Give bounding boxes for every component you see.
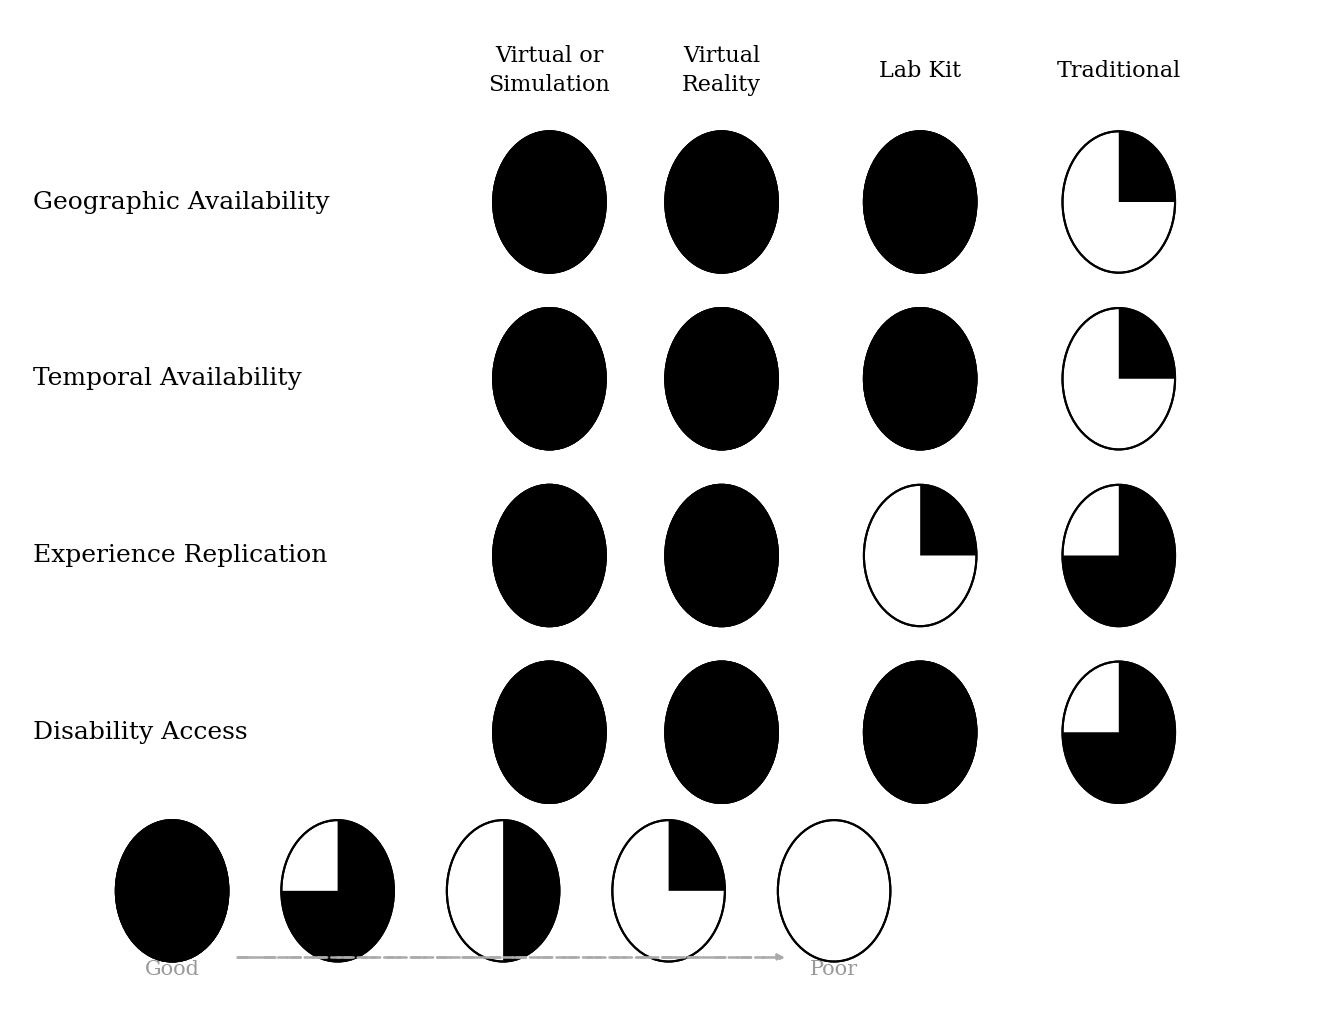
Ellipse shape (779, 820, 890, 962)
Ellipse shape (493, 485, 605, 626)
Ellipse shape (493, 131, 605, 273)
Polygon shape (1119, 131, 1176, 202)
Ellipse shape (665, 131, 779, 273)
Ellipse shape (1062, 131, 1176, 273)
Ellipse shape (282, 820, 395, 962)
Ellipse shape (863, 131, 976, 273)
Ellipse shape (493, 308, 605, 449)
Text: Poor: Poor (810, 961, 858, 979)
Ellipse shape (1062, 662, 1176, 803)
Text: Experience Replication: Experience Replication (33, 544, 327, 567)
Ellipse shape (493, 662, 605, 803)
Ellipse shape (493, 662, 605, 803)
Text: Geographic Availability: Geographic Availability (33, 191, 330, 213)
Text: Virtual
Reality: Virtual Reality (682, 45, 761, 96)
Text: Good: Good (144, 961, 200, 979)
Ellipse shape (117, 820, 229, 962)
Ellipse shape (493, 308, 605, 449)
Ellipse shape (1062, 308, 1176, 449)
Ellipse shape (665, 485, 779, 626)
Ellipse shape (863, 308, 976, 449)
Ellipse shape (863, 308, 976, 449)
Text: Disability Access: Disability Access (33, 721, 248, 743)
Ellipse shape (493, 485, 605, 626)
Ellipse shape (665, 308, 779, 449)
Polygon shape (1062, 662, 1174, 803)
Ellipse shape (117, 820, 229, 962)
Polygon shape (281, 820, 393, 962)
Ellipse shape (665, 131, 779, 273)
Ellipse shape (1062, 485, 1176, 626)
Polygon shape (1062, 485, 1174, 626)
Ellipse shape (863, 485, 976, 626)
Polygon shape (503, 820, 559, 962)
Polygon shape (1119, 308, 1176, 379)
Text: Lab Kit: Lab Kit (879, 60, 961, 82)
Ellipse shape (665, 662, 779, 803)
Ellipse shape (665, 485, 779, 626)
Ellipse shape (863, 662, 976, 803)
Text: Traditional: Traditional (1057, 60, 1181, 82)
Ellipse shape (665, 662, 779, 803)
Text: Virtual or
Simulation: Virtual or Simulation (489, 45, 610, 96)
Ellipse shape (493, 131, 605, 273)
Text: Temporal Availability: Temporal Availability (33, 368, 302, 390)
Polygon shape (920, 485, 976, 556)
Ellipse shape (863, 662, 976, 803)
Polygon shape (669, 820, 726, 891)
Ellipse shape (612, 820, 726, 962)
Ellipse shape (863, 131, 976, 273)
Ellipse shape (665, 308, 779, 449)
Ellipse shape (446, 820, 559, 962)
